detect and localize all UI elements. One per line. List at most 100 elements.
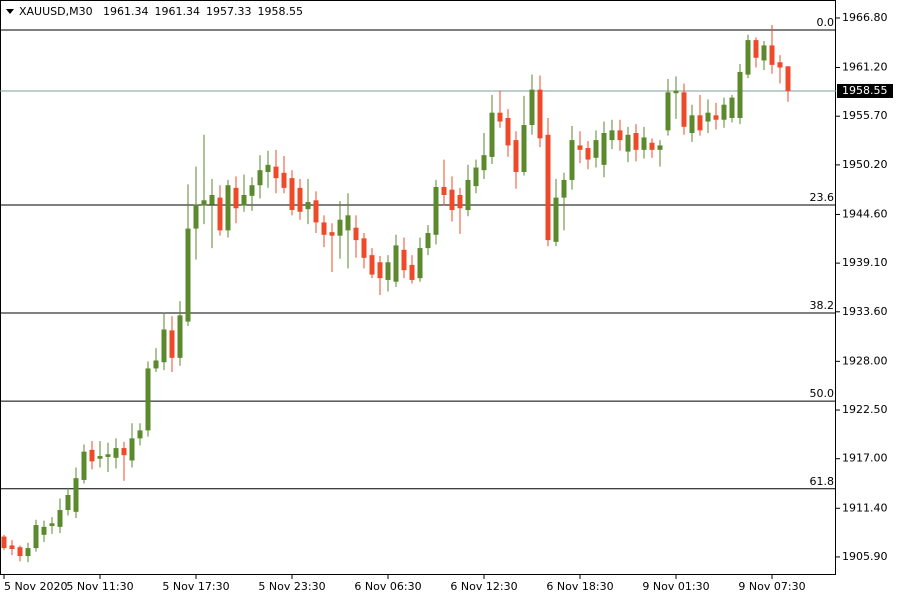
candle-body xyxy=(345,215,351,231)
candle-body xyxy=(161,329,167,363)
candle-body xyxy=(281,172,287,188)
candle-body xyxy=(425,233,431,249)
y-tick-label: 1939.10 xyxy=(842,256,888,269)
candle-body xyxy=(745,40,751,75)
candle-body xyxy=(233,187,239,209)
candle-body xyxy=(569,140,575,180)
candle-body xyxy=(57,510,63,527)
candle-body xyxy=(305,202,311,210)
candle-body xyxy=(473,167,479,187)
candle-body xyxy=(601,133,607,165)
candle-body xyxy=(257,170,263,186)
candle-body xyxy=(49,523,55,526)
candle-body xyxy=(529,89,535,126)
candle-body xyxy=(265,164,271,172)
x-tick-label: 5 Nov 23:30 xyxy=(258,580,325,593)
candle-body xyxy=(417,248,423,279)
candle-body xyxy=(633,133,639,150)
header-value: 1961.34 xyxy=(103,5,149,18)
candle-body xyxy=(25,548,31,557)
candle-body xyxy=(513,140,519,172)
candle-body xyxy=(505,117,511,146)
y-tick-label: 1911.40 xyxy=(842,501,888,514)
candle-body xyxy=(89,449,95,462)
candle-body xyxy=(241,194,247,206)
candle-body xyxy=(273,166,279,179)
candle-body xyxy=(681,92,687,127)
y-tick-label: 1966.80 xyxy=(842,11,888,24)
candle-body xyxy=(369,255,375,275)
x-tick-label: 9 Nov 07:30 xyxy=(738,580,805,593)
candle-body xyxy=(521,125,527,172)
candle-body xyxy=(785,66,791,91)
candle-body xyxy=(193,204,199,229)
candle-body xyxy=(689,115,695,134)
candle-body xyxy=(401,249,407,271)
candle-body xyxy=(665,92,671,131)
candle-body xyxy=(113,448,119,458)
candle-body xyxy=(593,140,599,158)
candle-body xyxy=(409,264,415,280)
candle-body xyxy=(641,137,647,150)
y-tick-label: 1922.50 xyxy=(842,403,888,416)
fib-level: 38.2 xyxy=(810,299,835,312)
y-tick-label: 1955.70 xyxy=(842,109,888,122)
candle-body xyxy=(481,155,487,171)
candle-body xyxy=(209,194,215,205)
candle-body xyxy=(321,222,327,235)
candle-body xyxy=(153,360,159,369)
candle-body xyxy=(105,454,111,457)
candle-body xyxy=(729,97,735,118)
plot-frame xyxy=(0,0,836,575)
candle-body xyxy=(201,200,207,206)
candle-body xyxy=(457,194,463,209)
candle-body xyxy=(385,262,391,280)
candle-body xyxy=(777,62,783,68)
fib-level: 61.8 xyxy=(810,475,835,488)
candle-body xyxy=(489,112,495,157)
candle-body xyxy=(297,187,303,212)
candle-body xyxy=(185,228,191,322)
current-price-box xyxy=(837,83,893,98)
candle-body xyxy=(449,189,455,211)
candle-body xyxy=(705,112,711,122)
candle-body xyxy=(649,142,655,150)
x-tick-label: 5 Nov 11:30 xyxy=(66,580,133,593)
candle-body xyxy=(497,112,503,122)
candle-body xyxy=(177,315,183,358)
candle-body xyxy=(137,430,143,439)
candle-body xyxy=(553,197,559,242)
candle-body xyxy=(537,89,543,139)
candle-body xyxy=(9,545,15,549)
candle-body xyxy=(465,179,471,211)
candle-body xyxy=(329,232,335,236)
candle-body xyxy=(145,368,151,431)
fib-level: 0.0 xyxy=(817,16,835,29)
x-tick-label: 9 Nov 01:30 xyxy=(642,580,709,593)
candle-body xyxy=(577,145,583,150)
candle-body xyxy=(33,525,39,549)
candle-body xyxy=(169,330,175,358)
x-tick-label: 6 Nov 18:30 xyxy=(546,580,613,593)
candle-body xyxy=(625,134,631,152)
x-tick-label: 5 Nov 17:30 xyxy=(162,580,229,593)
candle-body xyxy=(737,71,743,118)
candle-body xyxy=(121,448,127,456)
candle-body xyxy=(313,200,319,223)
candle-body xyxy=(657,145,663,150)
y-tick-label: 1933.60 xyxy=(842,305,888,318)
y-tick-label: 1950.20 xyxy=(842,158,888,171)
candle-body xyxy=(697,115,703,131)
header-value: 1961.34 xyxy=(155,5,201,18)
menu-arrow[interactable] xyxy=(6,9,14,14)
candle-body xyxy=(337,219,343,236)
candle-body xyxy=(393,245,399,282)
candle-body xyxy=(585,148,591,160)
x-tick-label: 6 Nov 12:30 xyxy=(450,580,517,593)
candle-body xyxy=(713,115,719,120)
candle-body xyxy=(217,197,223,231)
y-tick-label: 1961.20 xyxy=(842,61,888,74)
fib-level: 23.6 xyxy=(810,191,835,204)
candle-body xyxy=(753,40,759,58)
y-tick-label: 1928.00 xyxy=(842,354,888,367)
